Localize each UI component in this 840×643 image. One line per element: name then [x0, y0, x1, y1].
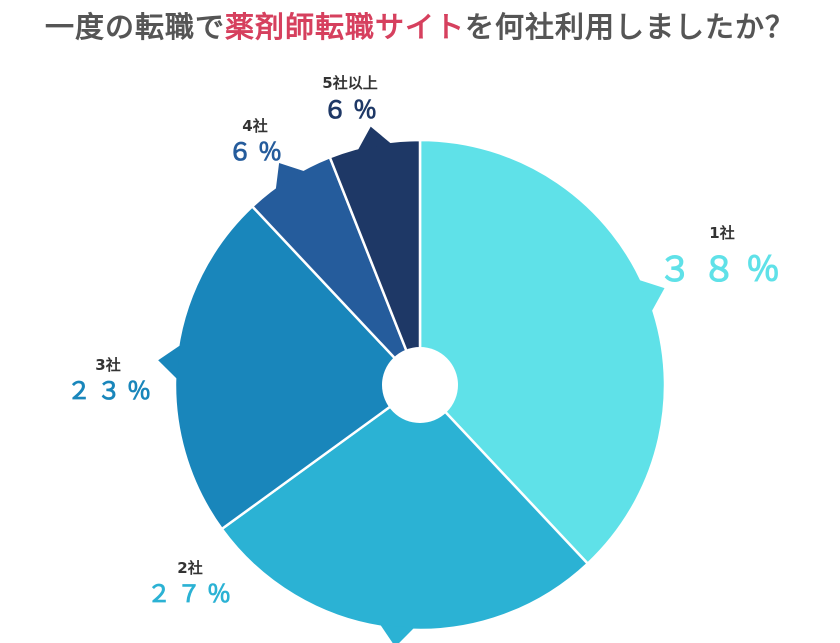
slice-category-label: 2社	[177, 559, 202, 577]
chart-title: 一度の転職で薬剤師転職サイトを何社利用しましたか？	[0, 4, 840, 46]
slice-label-4: 4社 ６％	[228, 117, 288, 166]
title-highlight: 薬剤師転職サイト	[224, 10, 465, 44]
label-pointer-1	[639, 280, 665, 312]
label-pointers	[158, 126, 665, 643]
slice-label-1: 1社 ３８％	[658, 224, 790, 290]
slice-category-label: 3社	[95, 356, 120, 374]
label-pointer-4	[275, 162, 305, 190]
slice-value-label: ６％	[323, 96, 383, 124]
label-pointer-3	[158, 345, 181, 380]
slice-category-label: 4社	[242, 117, 267, 135]
slice-label-5: 5社以上 ６％	[322, 74, 383, 124]
slice-value-label: ２７％	[147, 580, 237, 608]
slice-label-2: 2社 ２７％	[147, 559, 237, 608]
slice-value-label: ６％	[228, 138, 288, 166]
label-pointer-2	[380, 624, 415, 643]
label-pointer-5	[357, 126, 392, 151]
pie-slices	[173, 138, 667, 632]
title-suffix: を何社利用しましたか？	[465, 10, 796, 44]
title-prefix: 一度の転職で	[44, 10, 225, 44]
donut-hole	[382, 347, 458, 423]
slice-category-label: 5社以上	[322, 74, 377, 92]
slice-category-label: 1社	[709, 224, 734, 242]
slice-value-label: ２３％	[67, 377, 157, 405]
slice-label-3: 3社 ２３％	[67, 356, 157, 405]
slice-value-label: ３８％	[658, 250, 790, 290]
